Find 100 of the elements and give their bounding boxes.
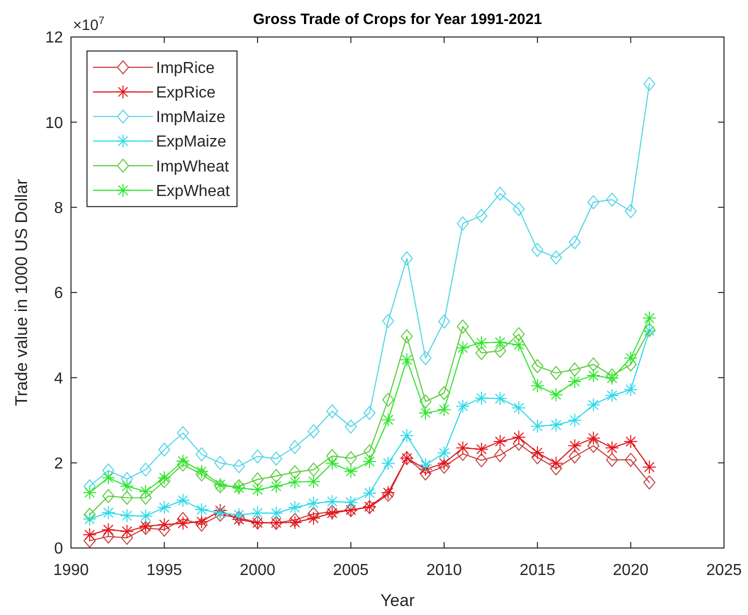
point	[270, 469, 282, 484]
point	[326, 404, 338, 418]
y-tick-label: 10	[45, 114, 64, 132]
point	[176, 454, 190, 468]
legend-label: ImpWheat	[156, 158, 230, 176]
point	[176, 512, 189, 526]
point	[531, 242, 544, 257]
point	[586, 431, 600, 446]
point	[362, 454, 377, 469]
point	[308, 506, 320, 521]
point	[586, 398, 600, 412]
point	[176, 426, 189, 440]
chart-title: Gross Trade of Crops for Year 1991-2021	[252, 11, 542, 28]
point	[419, 351, 432, 366]
point	[474, 442, 488, 456]
point	[456, 399, 470, 414]
point	[84, 479, 96, 494]
point	[493, 335, 508, 350]
point	[101, 506, 116, 520]
point	[120, 490, 133, 505]
point	[157, 518, 172, 532]
point	[269, 479, 284, 494]
point	[252, 472, 264, 486]
point	[400, 352, 414, 367]
point	[381, 456, 396, 470]
point	[568, 413, 582, 428]
point	[568, 235, 581, 250]
legend-label: ImpRice	[156, 60, 215, 77]
x-tick-label: 2000	[240, 562, 276, 579]
point	[288, 512, 301, 527]
point	[512, 430, 526, 444]
point	[586, 368, 600, 383]
point	[474, 336, 488, 350]
point	[306, 474, 321, 489]
point	[550, 250, 562, 265]
point	[269, 506, 284, 520]
point	[158, 522, 170, 537]
x-tick-label: 1995	[146, 562, 182, 579]
y-axis-title: Trade value in 1000 US Dollar	[12, 178, 31, 406]
point	[512, 338, 526, 352]
legend-label: ExpMaize	[156, 134, 226, 151]
y-tick-label: 8	[54, 200, 64, 217]
point	[82, 486, 97, 500]
point	[530, 419, 544, 434]
x-tick-label: 2015	[520, 562, 556, 579]
point	[493, 434, 508, 449]
point	[643, 475, 656, 490]
point	[102, 489, 114, 504]
point	[605, 440, 620, 455]
point	[624, 204, 637, 218]
point	[493, 392, 508, 406]
point	[531, 359, 544, 374]
point	[549, 388, 564, 402]
point	[456, 216, 469, 231]
point	[363, 444, 376, 458]
y-tick-label: 6	[54, 285, 64, 302]
point	[250, 482, 265, 497]
point	[84, 508, 96, 522]
point	[101, 470, 116, 485]
point	[101, 522, 116, 537]
point	[624, 351, 638, 366]
x-tick-label: 1990	[53, 562, 89, 579]
point	[568, 374, 582, 388]
point	[250, 506, 265, 520]
point	[642, 311, 656, 326]
point	[194, 502, 209, 517]
point	[138, 484, 153, 498]
point	[400, 251, 413, 266]
x-tick-label: 2020	[612, 562, 649, 579]
point	[363, 406, 376, 420]
point	[606, 452, 618, 467]
point	[381, 412, 396, 427]
point	[308, 462, 320, 477]
point	[196, 518, 208, 532]
y-tick-label: 12	[45, 30, 64, 47]
point	[194, 514, 209, 529]
point	[400, 428, 414, 443]
point	[549, 418, 564, 432]
point	[438, 386, 450, 400]
y-tick-label: 4	[54, 370, 64, 388]
point	[82, 528, 97, 542]
point	[438, 460, 450, 474]
point	[102, 530, 114, 544]
point	[587, 438, 600, 453]
point	[214, 456, 226, 470]
x-tick-label: 2010	[426, 562, 462, 579]
x-axis-title: Year	[380, 591, 416, 610]
point	[475, 453, 488, 468]
x-tick-label: 2025	[706, 562, 742, 579]
point	[326, 449, 338, 464]
point	[157, 470, 172, 485]
point	[474, 391, 488, 406]
point	[606, 368, 618, 383]
point	[252, 449, 264, 464]
point	[120, 508, 134, 523]
point	[213, 504, 228, 518]
point	[624, 434, 638, 449]
point	[418, 458, 432, 472]
point	[138, 509, 153, 524]
point	[438, 314, 450, 328]
